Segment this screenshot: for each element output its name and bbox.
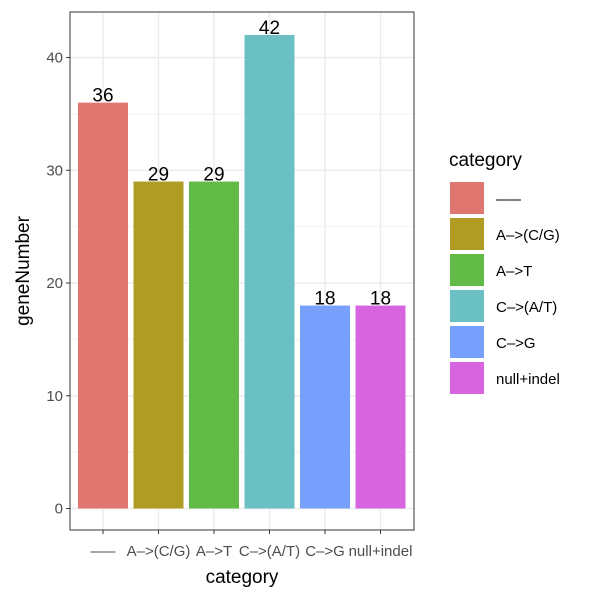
legend-entry-label: A–>T [496, 263, 532, 280]
x-tick-label: null+indel [349, 543, 413, 560]
legend-swatch [450, 182, 484, 214]
y-tick-label: 0 [55, 501, 63, 518]
bar-value-labels: 36 29 29 42 18 18 [92, 18, 391, 310]
legend-swatch [450, 290, 484, 322]
legend-swatch [450, 218, 484, 250]
legend: category ––– A–>(C/G) A–>T C–>(A/T) C–>G null… [449, 150, 560, 394]
y-axis-ticks: 0 10 20 30 40 [46, 50, 70, 518]
bar-value-label: 36 [92, 86, 113, 107]
bar-value-label: 18 [370, 289, 391, 310]
y-tick-label: 20 [46, 275, 63, 292]
bar [244, 35, 295, 509]
y-tick-label: 10 [46, 388, 63, 405]
x-tick-label: C–>(A/T) [239, 543, 300, 560]
x-tick-label: ––– [90, 543, 116, 560]
legend-swatch [450, 254, 484, 286]
y-tick-label: 30 [46, 162, 63, 179]
bar [78, 102, 128, 509]
legend-swatch [450, 362, 484, 394]
y-axis-title: geneNumber [13, 215, 34, 326]
panel-border [69, 11, 415, 531]
bars [78, 35, 406, 509]
bar [133, 181, 184, 509]
legend-title: category [449, 150, 522, 171]
legend-entry-label: null+indel [496, 371, 560, 388]
legend-swatch [450, 326, 484, 358]
bar-value-label: 29 [148, 165, 169, 186]
bar [300, 305, 350, 509]
legend-entry-label: A–>(C/G) [496, 227, 560, 244]
x-tick-label: C–>G [305, 543, 345, 560]
bar-value-label: 29 [203, 165, 224, 186]
legend-entry-label: C–>(A/T) [496, 299, 557, 316]
bar [189, 181, 239, 509]
legend-entry-label: C–>G [496, 335, 536, 352]
bar-value-label: 42 [259, 18, 280, 39]
x-axis-title: category [206, 567, 279, 588]
legend-entry-label: ––– [496, 191, 522, 208]
y-tick-label: 40 [46, 50, 63, 67]
x-axis-ticks: ––– A–>(C/G) A–>T C–>(A/T) C–>G null+indel [90, 530, 412, 560]
x-tick-label: A–>T [196, 543, 232, 560]
x-tick-label: A–>(C/G) [127, 543, 191, 560]
bar [355, 305, 406, 509]
bar-value-label: 18 [314, 289, 335, 310]
